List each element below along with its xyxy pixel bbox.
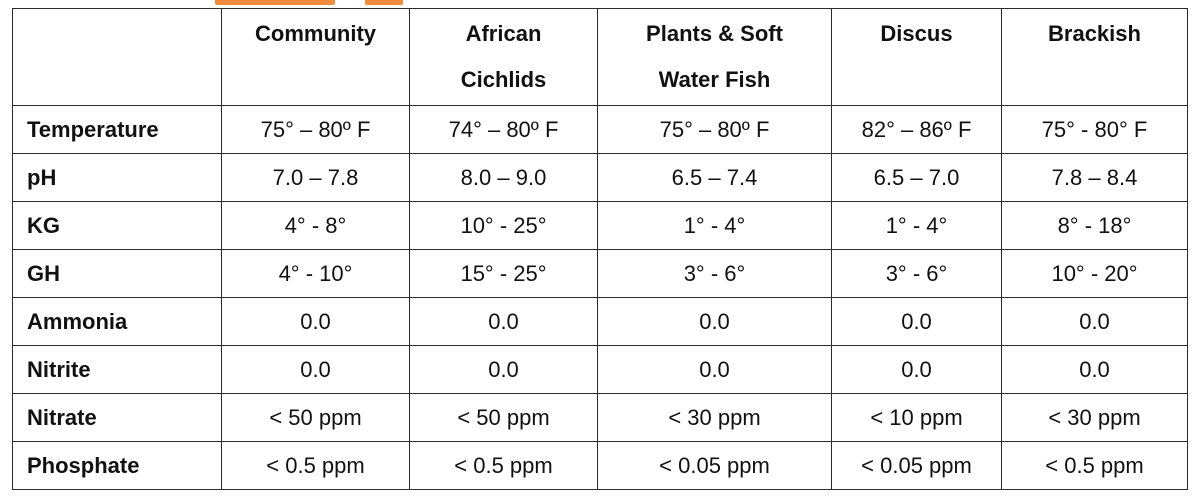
column-header-line: Water Fish: [658, 67, 771, 92]
table-cell: 0.0: [221, 297, 410, 346]
table-cell: 3° - 6°: [831, 249, 1002, 298]
table-cell: < 0.5 ppm: [1001, 441, 1188, 490]
table-row: KG 4° - 8° 10° - 25° 1° - 4° 1° - 4° 8° - 18°: [12, 201, 1188, 250]
table-cell: < 0.5 ppm: [409, 441, 598, 490]
row-label: Phosphate: [12, 441, 222, 490]
accent-heading-remnant: [215, 0, 420, 5]
column-header-discus: Discus: [831, 8, 1002, 106]
table-cell: 0.0: [1001, 345, 1188, 394]
column-header-line: African: [465, 21, 542, 46]
header-row: Community African Cichlids Plants & Soft…: [12, 8, 1188, 106]
column-header-line: Brackish: [1048, 21, 1141, 46]
column-header-plants-soft-water-fish: Plants & Soft Water Fish: [597, 8, 832, 106]
table-cell: 0.0: [597, 297, 832, 346]
column-header-community: Community: [221, 8, 410, 106]
table-cell: 6.5 – 7.0: [831, 153, 1002, 202]
column-header-line: Plants & Soft: [646, 21, 783, 46]
column-header-line: Community: [255, 21, 376, 46]
table-row: Temperature 75° – 80º F 74° – 80º F 75° – 8…: [12, 105, 1188, 154]
table-cell: < 50 ppm: [409, 393, 598, 442]
table-cell: 15° - 25°: [409, 249, 598, 298]
table-cell: 74° – 80º F: [409, 105, 598, 154]
table-cell: 6.5 – 7.4: [597, 153, 832, 202]
table-cell: 1° - 4°: [597, 201, 832, 250]
table-cell: 8.0 – 9.0: [409, 153, 598, 202]
table-row: Nitrite 0.0 0.0 0.0 0.0 0.0: [12, 345, 1188, 394]
table-cell: 7.8 – 8.4: [1001, 153, 1188, 202]
row-label: Nitrite: [12, 345, 222, 394]
column-header-line: Cichlids: [460, 67, 547, 92]
table-cell: 10° - 20°: [1001, 249, 1188, 298]
table-cell: 1° - 4°: [831, 201, 1002, 250]
column-header-line: Discus: [880, 21, 953, 46]
table-row: pH 7.0 – 7.8 8.0 – 9.0 6.5 – 7.4 6.5 – 7.0 7.…: [12, 153, 1188, 202]
table-cell: 4° - 10°: [221, 249, 410, 298]
table-body: Temperature 75° – 80º F 74° – 80º F 75° – 8…: [12, 105, 1188, 490]
column-header-african-cichlids: African Cichlids: [409, 8, 598, 106]
table-cell: 3° - 6°: [597, 249, 832, 298]
table-cell: 8° - 18°: [1001, 201, 1188, 250]
row-label: pH: [12, 153, 222, 202]
table-cell: < 30 ppm: [597, 393, 832, 442]
table-cell: 4° - 8°: [221, 201, 410, 250]
table-row: GH 4° - 10° 15° - 25° 3° - 6° 3° - 6° 10° - 2…: [12, 249, 1188, 298]
table-cell: 75° - 80° F: [1001, 105, 1188, 154]
table-cell: 82° – 86º F: [831, 105, 1002, 154]
table-row: Ammonia 0.0 0.0 0.0 0.0 0.0: [12, 297, 1188, 346]
table-cell: < 10 ppm: [831, 393, 1002, 442]
table-cell: < 30 ppm: [1001, 393, 1188, 442]
table-cell: 0.0: [1001, 297, 1188, 346]
row-label: GH: [12, 249, 222, 298]
table-cell: < 50 ppm: [221, 393, 410, 442]
table-row: Phosphate < 0.5 ppm < 0.5 ppm < 0.05 ppm < 0…: [12, 441, 1188, 490]
table-cell: 75° – 80º F: [221, 105, 410, 154]
table-cell: 10° - 25°: [409, 201, 598, 250]
column-header-brackish: Brackish: [1001, 8, 1188, 106]
row-label: Temperature: [12, 105, 222, 154]
table-row: Nitrate < 50 ppm < 50 ppm < 30 ppm < 10 ppm <…: [12, 393, 1188, 442]
table-cell: 0.0: [831, 297, 1002, 346]
table-cell: 7.0 – 7.8: [221, 153, 410, 202]
table-cell: < 0.05 ppm: [597, 441, 832, 490]
table-cell: 75° – 80º F: [597, 105, 832, 154]
row-label: KG: [12, 201, 222, 250]
row-label: Nitrate: [12, 393, 222, 442]
water-parameters-table: Community African Cichlids Plants & Soft…: [12, 8, 1188, 490]
row-label: Ammonia: [12, 297, 222, 346]
table-cell: < 0.05 ppm: [831, 441, 1002, 490]
corner-cell: [12, 8, 222, 106]
table-cell: < 0.5 ppm: [221, 441, 410, 490]
table-cell: 0.0: [221, 345, 410, 394]
table-cell: 0.0: [831, 345, 1002, 394]
table-cell: 0.0: [597, 345, 832, 394]
table-cell: 0.0: [409, 297, 598, 346]
table-cell: 0.0: [409, 345, 598, 394]
